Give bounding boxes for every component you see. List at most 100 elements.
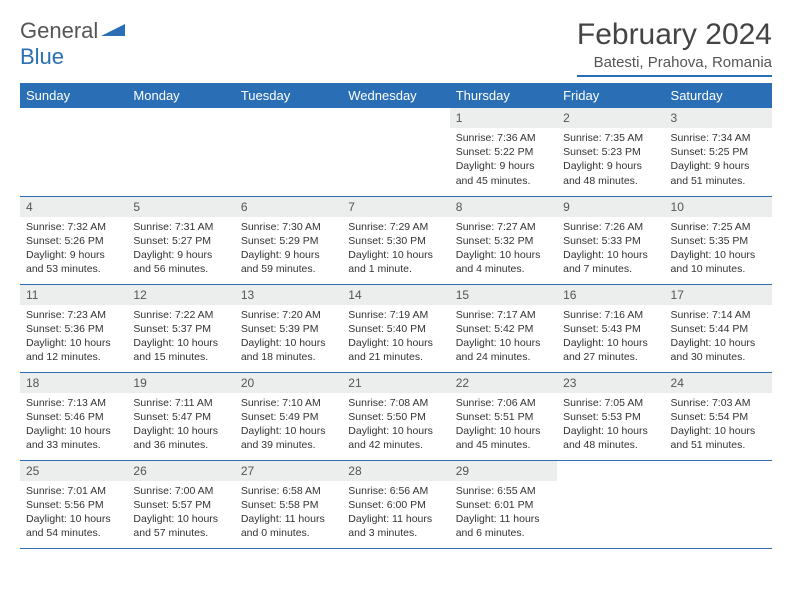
day-content: Sunrise: 6:56 AMSunset: 6:00 PMDaylight:… bbox=[342, 481, 449, 545]
day-number: 16 bbox=[557, 285, 664, 305]
day-header: Sunday bbox=[20, 83, 127, 108]
sunrise-line: Sunrise: 7:23 AM bbox=[26, 309, 106, 321]
sunset-line: Sunset: 5:22 PM bbox=[456, 146, 534, 158]
logo: General Blue bbox=[20, 18, 127, 70]
sunset-line: Sunset: 5:43 PM bbox=[563, 323, 641, 335]
sunset-line: Sunset: 5:56 PM bbox=[26, 499, 104, 511]
daylight-line: Daylight: 10 hours and 42 minutes. bbox=[348, 425, 433, 451]
day-content: Sunrise: 7:26 AMSunset: 5:33 PMDaylight:… bbox=[557, 217, 664, 281]
calendar-cell: 11Sunrise: 7:23 AMSunset: 5:36 PMDayligh… bbox=[20, 284, 127, 372]
daylight-line: Daylight: 10 hours and 10 minutes. bbox=[671, 249, 756, 275]
day-content: Sunrise: 6:55 AMSunset: 6:01 PMDaylight:… bbox=[450, 481, 557, 545]
day-content: Sunrise: 7:08 AMSunset: 5:50 PMDaylight:… bbox=[342, 393, 449, 457]
daylight-line: Daylight: 10 hours and 30 minutes. bbox=[671, 337, 756, 363]
calendar-week-row: 1Sunrise: 7:36 AMSunset: 5:22 PMDaylight… bbox=[20, 108, 772, 196]
calendar-cell: 27Sunrise: 6:58 AMSunset: 5:58 PMDayligh… bbox=[235, 460, 342, 548]
sunrise-line: Sunrise: 7:01 AM bbox=[26, 485, 106, 497]
calendar-cell: 17Sunrise: 7:14 AMSunset: 5:44 PMDayligh… bbox=[665, 284, 772, 372]
day-number: 19 bbox=[127, 373, 234, 393]
daylight-line: Daylight: 10 hours and 15 minutes. bbox=[133, 337, 218, 363]
day-number: 5 bbox=[127, 197, 234, 217]
daylight-line: Daylight: 10 hours and 45 minutes. bbox=[456, 425, 541, 451]
sunrise-line: Sunrise: 7:06 AM bbox=[456, 397, 536, 409]
sunrise-line: Sunrise: 7:25 AM bbox=[671, 221, 751, 233]
day-number: 26 bbox=[127, 461, 234, 481]
day-content: Sunrise: 7:03 AMSunset: 5:54 PMDaylight:… bbox=[665, 393, 772, 457]
day-content: Sunrise: 7:05 AMSunset: 5:53 PMDaylight:… bbox=[557, 393, 664, 457]
day-content: Sunrise: 7:00 AMSunset: 5:57 PMDaylight:… bbox=[127, 481, 234, 545]
day-number: 9 bbox=[557, 197, 664, 217]
calendar-cell: 10Sunrise: 7:25 AMSunset: 5:35 PMDayligh… bbox=[665, 196, 772, 284]
daylight-line: Daylight: 10 hours and 1 minute. bbox=[348, 249, 433, 275]
day-content: Sunrise: 7:13 AMSunset: 5:46 PMDaylight:… bbox=[20, 393, 127, 457]
sunset-line: Sunset: 6:01 PM bbox=[456, 499, 534, 511]
daylight-line: Daylight: 10 hours and 12 minutes. bbox=[26, 337, 111, 363]
daylight-line: Daylight: 10 hours and 36 minutes. bbox=[133, 425, 218, 451]
sunset-line: Sunset: 5:33 PM bbox=[563, 235, 641, 247]
sunrise-line: Sunrise: 7:13 AM bbox=[26, 397, 106, 409]
sunset-line: Sunset: 5:47 PM bbox=[133, 411, 211, 423]
daylight-line: Daylight: 9 hours and 59 minutes. bbox=[241, 249, 320, 275]
sunrise-line: Sunrise: 7:16 AM bbox=[563, 309, 643, 321]
sunrise-line: Sunrise: 7:29 AM bbox=[348, 221, 428, 233]
day-content: Sunrise: 7:31 AMSunset: 5:27 PMDaylight:… bbox=[127, 217, 234, 281]
sunrise-line: Sunrise: 7:00 AM bbox=[133, 485, 213, 497]
calendar-cell bbox=[557, 460, 664, 548]
sunset-line: Sunset: 5:40 PM bbox=[348, 323, 426, 335]
daylight-line: Daylight: 10 hours and 27 minutes. bbox=[563, 337, 648, 363]
day-content: Sunrise: 6:58 AMSunset: 5:58 PMDaylight:… bbox=[235, 481, 342, 545]
day-content: Sunrise: 7:01 AMSunset: 5:56 PMDaylight:… bbox=[20, 481, 127, 545]
sunset-line: Sunset: 5:42 PM bbox=[456, 323, 534, 335]
day-content: Sunrise: 7:20 AMSunset: 5:39 PMDaylight:… bbox=[235, 305, 342, 369]
day-header: Tuesday bbox=[235, 83, 342, 108]
calendar-cell: 24Sunrise: 7:03 AMSunset: 5:54 PMDayligh… bbox=[665, 372, 772, 460]
calendar-cell: 18Sunrise: 7:13 AMSunset: 5:46 PMDayligh… bbox=[20, 372, 127, 460]
calendar-body: 1Sunrise: 7:36 AMSunset: 5:22 PMDaylight… bbox=[20, 108, 772, 548]
daylight-line: Daylight: 11 hours and 3 minutes. bbox=[348, 513, 432, 539]
calendar-cell: 5Sunrise: 7:31 AMSunset: 5:27 PMDaylight… bbox=[127, 196, 234, 284]
calendar-table: SundayMondayTuesdayWednesdayThursdayFrid… bbox=[20, 83, 772, 549]
calendar-cell: 29Sunrise: 6:55 AMSunset: 6:01 PMDayligh… bbox=[450, 460, 557, 548]
sunset-line: Sunset: 5:32 PM bbox=[456, 235, 534, 247]
day-content: Sunrise: 7:22 AMSunset: 5:37 PMDaylight:… bbox=[127, 305, 234, 369]
day-number: 12 bbox=[127, 285, 234, 305]
calendar-week-row: 11Sunrise: 7:23 AMSunset: 5:36 PMDayligh… bbox=[20, 284, 772, 372]
sunrise-line: Sunrise: 7:32 AM bbox=[26, 221, 106, 233]
day-header: Wednesday bbox=[342, 83, 449, 108]
daylight-line: Daylight: 10 hours and 48 minutes. bbox=[563, 425, 648, 451]
daylight-line: Daylight: 10 hours and 39 minutes. bbox=[241, 425, 326, 451]
day-header-row: SundayMondayTuesdayWednesdayThursdayFrid… bbox=[20, 83, 772, 108]
logo-text-general: General bbox=[20, 18, 98, 43]
sunrise-line: Sunrise: 7:36 AM bbox=[456, 132, 536, 144]
daylight-line: Daylight: 11 hours and 0 minutes. bbox=[241, 513, 325, 539]
sunset-line: Sunset: 5:23 PM bbox=[563, 146, 641, 158]
calendar-cell: 13Sunrise: 7:20 AMSunset: 5:39 PMDayligh… bbox=[235, 284, 342, 372]
daylight-line: Daylight: 9 hours and 51 minutes. bbox=[671, 160, 750, 186]
day-content: Sunrise: 7:14 AMSunset: 5:44 PMDaylight:… bbox=[665, 305, 772, 369]
day-number: 25 bbox=[20, 461, 127, 481]
sunrise-line: Sunrise: 7:17 AM bbox=[456, 309, 536, 321]
calendar-cell: 19Sunrise: 7:11 AMSunset: 5:47 PMDayligh… bbox=[127, 372, 234, 460]
day-content: Sunrise: 7:19 AMSunset: 5:40 PMDaylight:… bbox=[342, 305, 449, 369]
day-content: Sunrise: 7:11 AMSunset: 5:47 PMDaylight:… bbox=[127, 393, 234, 457]
calendar-cell bbox=[665, 460, 772, 548]
sunset-line: Sunset: 5:35 PM bbox=[671, 235, 749, 247]
daylight-line: Daylight: 9 hours and 48 minutes. bbox=[563, 160, 642, 186]
sunset-line: Sunset: 5:50 PM bbox=[348, 411, 426, 423]
day-number: 20 bbox=[235, 373, 342, 393]
calendar-cell bbox=[20, 108, 127, 196]
sunrise-line: Sunrise: 7:10 AM bbox=[241, 397, 321, 409]
calendar-cell: 21Sunrise: 7:08 AMSunset: 5:50 PMDayligh… bbox=[342, 372, 449, 460]
day-number: 18 bbox=[20, 373, 127, 393]
day-header: Thursday bbox=[450, 83, 557, 108]
day-content: Sunrise: 7:30 AMSunset: 5:29 PMDaylight:… bbox=[235, 217, 342, 281]
sunrise-line: Sunrise: 7:27 AM bbox=[456, 221, 536, 233]
daylight-line: Daylight: 9 hours and 53 minutes. bbox=[26, 249, 105, 275]
sunset-line: Sunset: 5:53 PM bbox=[563, 411, 641, 423]
sunset-line: Sunset: 5:29 PM bbox=[241, 235, 319, 247]
sunset-line: Sunset: 5:27 PM bbox=[133, 235, 211, 247]
day-number: 11 bbox=[20, 285, 127, 305]
day-content: Sunrise: 7:27 AMSunset: 5:32 PMDaylight:… bbox=[450, 217, 557, 281]
daylight-line: Daylight: 9 hours and 45 minutes. bbox=[456, 160, 535, 186]
sunset-line: Sunset: 5:37 PM bbox=[133, 323, 211, 335]
